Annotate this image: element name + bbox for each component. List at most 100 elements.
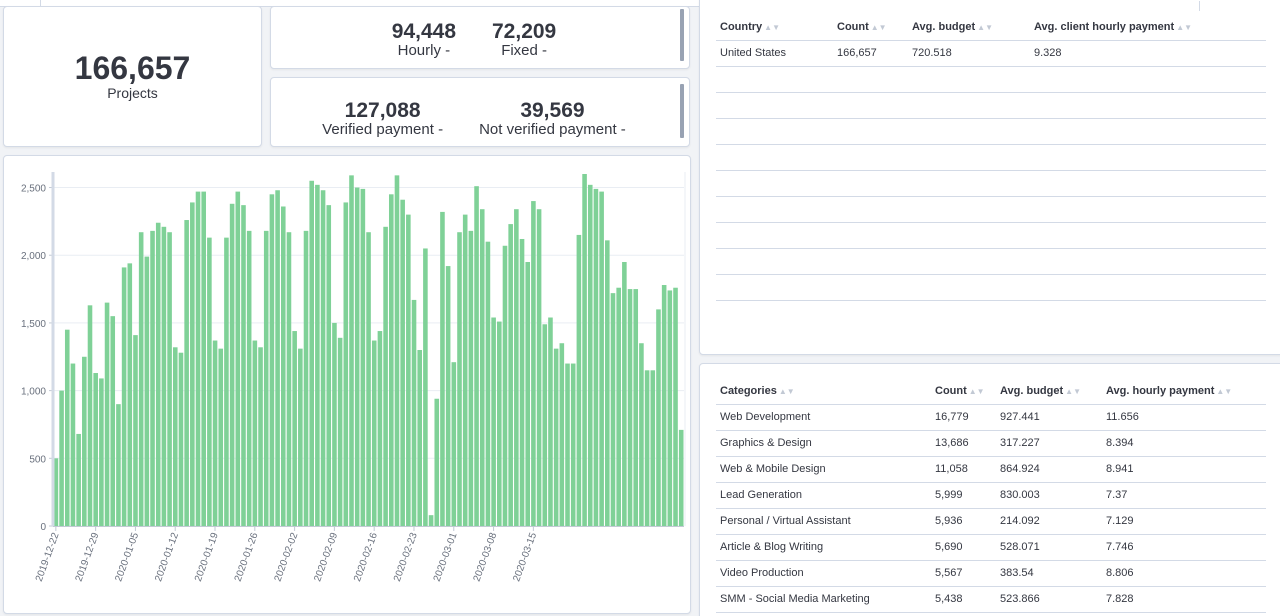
chart-bar[interactable] — [650, 370, 656, 526]
chart-bar[interactable] — [616, 287, 621, 526]
chart-bar[interactable] — [678, 429, 684, 526]
chart-bar[interactable] — [570, 363, 576, 526]
chart-bar[interactable] — [417, 350, 423, 526]
chart-bar[interactable] — [627, 289, 633, 526]
chart-bar[interactable] — [309, 180, 314, 526]
chart-bar[interactable] — [633, 289, 639, 526]
chart-bar[interactable] — [184, 220, 189, 526]
chart-bar[interactable] — [497, 321, 502, 526]
chart-bar[interactable] — [298, 348, 303, 526]
chart-bar[interactable] — [354, 187, 360, 527]
sort-icon[interactable]: ▲▼ — [1216, 386, 1233, 396]
chart-bar[interactable] — [246, 230, 252, 526]
chart-bar[interactable] — [138, 232, 144, 526]
chart-bar[interactable] — [519, 238, 525, 526]
chart-bar[interactable] — [394, 175, 400, 526]
chart-bar[interactable] — [269, 194, 275, 527]
chart-bar[interactable] — [116, 404, 121, 526]
chart-bar[interactable] — [508, 224, 513, 526]
chart-bar[interactable] — [201, 191, 206, 526]
chart-bar[interactable] — [195, 191, 201, 526]
chart-bar[interactable] — [172, 347, 178, 526]
chart-bar[interactable] — [337, 337, 343, 526]
chart-bar[interactable] — [451, 362, 457, 526]
sort-icon[interactable]: ▲▼ — [764, 22, 781, 32]
column-header-avg-client-hourly-payment[interactable]: Avg. client hourly payment ▲▼ — [1030, 14, 1266, 41]
chart-bar[interactable] — [667, 290, 673, 526]
chart-bar[interactable] — [406, 214, 411, 526]
chart-bar[interactable] — [280, 206, 286, 526]
chart-bar[interactable] — [121, 267, 127, 526]
chart-bar[interactable] — [502, 245, 508, 526]
chart-bar[interactable] — [224, 237, 229, 526]
column-header-avg-budget[interactable]: Avg. budget ▲▼ — [908, 14, 1030, 41]
chart-bar[interactable] — [292, 331, 297, 526]
column-header-country[interactable]: Country ▲▼ — [716, 14, 833, 41]
chart-bar[interactable] — [275, 190, 280, 526]
chart-bar[interactable] — [207, 237, 212, 526]
chart-bar[interactable] — [167, 232, 172, 526]
chart-bar[interactable] — [610, 293, 616, 526]
chart-bar[interactable] — [178, 352, 184, 526]
chart-bar[interactable] — [349, 175, 354, 526]
chart-bar[interactable] — [428, 515, 434, 526]
chart-bar[interactable] — [411, 299, 417, 526]
chart-bar[interactable] — [332, 322, 337, 526]
chart-bar[interactable] — [360, 188, 366, 526]
chart-bar[interactable] — [644, 370, 650, 526]
chart-bar[interactable] — [440, 211, 445, 526]
column-header-avg-budget[interactable]: Avg. budget ▲▼ — [996, 378, 1102, 405]
chart-bar[interactable] — [423, 248, 428, 526]
chart-bar[interactable] — [190, 202, 195, 526]
chart-bar[interactable] — [553, 348, 559, 526]
chart-bar[interactable] — [241, 205, 246, 526]
chart-bar[interactable] — [582, 174, 587, 526]
chart-bar[interactable] — [229, 203, 235, 526]
chart-bar[interactable] — [110, 316, 116, 526]
chart-bar[interactable] — [485, 241, 491, 526]
vertical-scrollbar[interactable] — [680, 84, 684, 138]
chart-bar[interactable] — [400, 199, 405, 526]
chart-bar[interactable] — [434, 398, 440, 526]
chart-bar[interactable] — [82, 356, 87, 526]
chart-bar[interactable] — [673, 287, 678, 526]
chart-bar[interactable] — [70, 363, 76, 526]
chart-bar[interactable] — [474, 186, 479, 526]
chart-bar[interactable] — [320, 190, 326, 526]
column-header-count[interactable]: Count ▲▼ — [931, 378, 996, 405]
chart-bar[interactable] — [161, 226, 167, 527]
chart-bar[interactable] — [656, 309, 661, 526]
chart-bar[interactable] — [599, 191, 604, 526]
chart-bar[interactable] — [218, 348, 224, 526]
chart-bar[interactable] — [315, 184, 320, 527]
chart-bar[interactable] — [76, 433, 81, 526]
chart-bar[interactable] — [93, 373, 98, 526]
chart-bar[interactable] — [462, 214, 468, 526]
chart-bar[interactable] — [252, 340, 258, 526]
chart-bar[interactable] — [366, 232, 371, 526]
chart-bar[interactable] — [479, 209, 485, 526]
chart-bar[interactable] — [258, 347, 263, 526]
chart-bar[interactable] — [377, 331, 383, 526]
chart-bar[interactable] — [150, 230, 155, 526]
vertical-scrollbar[interactable] — [680, 9, 684, 61]
chart-bar[interactable] — [59, 390, 64, 526]
chart-bar[interactable] — [605, 240, 610, 526]
chart-bar[interactable] — [87, 305, 93, 526]
chart-bar[interactable] — [64, 329, 70, 526]
chart-bar[interactable] — [155, 222, 161, 526]
sort-icon[interactable]: ▲▼ — [1176, 22, 1193, 32]
chart-bar[interactable] — [99, 378, 104, 526]
sort-icon[interactable]: ▲▼ — [778, 386, 795, 396]
sort-icon[interactable]: ▲▼ — [977, 22, 993, 32]
chart-bar[interactable] — [457, 232, 462, 526]
chart-bar[interactable] — [383, 226, 388, 527]
chart-bar[interactable] — [661, 285, 667, 526]
chart-bar[interactable] — [371, 340, 377, 526]
chart-bar[interactable] — [343, 202, 349, 526]
column-header-categories[interactable]: Categories ▲▼ — [716, 378, 931, 405]
chart-bar[interactable] — [593, 188, 599, 526]
sort-icon[interactable]: ▲▼ — [1065, 386, 1081, 396]
column-header-avg-hourly-payment[interactable]: Avg. hourly payment ▲▼ — [1102, 378, 1266, 405]
chart-bar[interactable] — [622, 262, 627, 526]
